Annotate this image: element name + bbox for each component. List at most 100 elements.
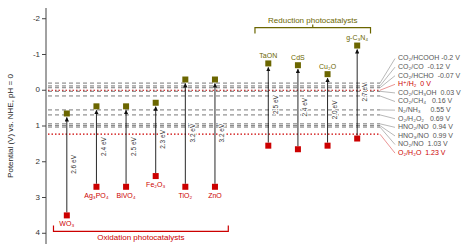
band-arrow (155, 107, 156, 173)
conduction-band (354, 43, 360, 49)
chart: -2 -1 0 1 2 3 4 Potential (V) vs. NHE, pH = 0 CO… (0, 0, 474, 252)
band-arrow (214, 84, 215, 184)
category-label: ZnO (208, 192, 222, 199)
reference-label: H⁺/H₂ 0 V (398, 80, 431, 87)
labels: CO₂/HCOOH -0.2 V CO₂/CO -0.12 V CO₂/HCHO -… (53, 16, 461, 243)
reference-label: NO₂/NO 1.03 V (398, 140, 448, 147)
tick-label: 0 (36, 85, 41, 94)
band-gap-label: 3.2 eV (189, 123, 196, 142)
group-label: Oxidation photocatalysts (97, 233, 184, 242)
y-axis: -2 -1 0 1 2 3 4 (33, 8, 46, 244)
leader-line (380, 96, 395, 102)
category-label: g-C₃N₄ (346, 34, 368, 42)
group-bracket: Reduction photocatalysts (255, 16, 371, 34)
conduction-band (182, 77, 188, 83)
group-bracket: Oxidation photocatalysts (53, 225, 228, 242)
tick-label: -2 (33, 14, 41, 23)
conduction-band (153, 100, 159, 106)
bracket-line (255, 25, 371, 34)
band-arrow (96, 110, 97, 183)
reference-label: CO₂/CO -0.12 V (398, 63, 450, 70)
reference-line (48, 91, 380, 92)
tick-label: 4 (36, 228, 41, 237)
bracket-line (53, 225, 228, 231)
reference-line (48, 95, 380, 96)
tick-label: 2 (36, 157, 41, 166)
reference-line (48, 90, 380, 91)
tick-mark (42, 161, 46, 162)
valence-band (153, 173, 159, 179)
reference-line (48, 134, 380, 135)
conduction-band (64, 110, 70, 116)
reference-label: HNO₃/NO 0.99 V (398, 132, 453, 139)
category-label: TiO₂ (178, 192, 192, 199)
leader-line (380, 84, 395, 90)
leader-line (380, 91, 395, 93)
valence-band (354, 136, 360, 142)
reference-line (48, 85, 380, 86)
valence-band (182, 184, 188, 190)
conduction-band (93, 103, 99, 109)
reference-label: HNO₂/NO 0.94 V (398, 123, 453, 130)
category-label: Cu₂O (319, 63, 337, 70)
reference-label: CO₂/CH₄ 0.16 V (398, 97, 453, 104)
conduction-band (265, 60, 271, 66)
tick-label: 3 (36, 193, 41, 202)
band-gap-label: 2.3 eV (159, 129, 166, 148)
tick-mark (42, 54, 46, 55)
valence-band (212, 184, 218, 190)
reference-label: CO₂/HCHO -0.07 V (398, 72, 461, 79)
valence-band (295, 146, 301, 152)
tick-label: -1 (33, 50, 41, 59)
leader-line (380, 126, 395, 136)
reference-label: CO₂/HCOOH -0.2 V (398, 54, 460, 61)
band-gap-label: 2.0 eV (331, 100, 338, 119)
plot-area (48, 43, 380, 219)
leader-line (380, 109, 395, 110)
leader-line (380, 115, 395, 119)
leader-line (380, 76, 395, 88)
category-label: CdS (291, 54, 305, 61)
category-label: TaON (259, 52, 277, 59)
band-gap-label: 2.5 eV (272, 94, 279, 113)
reference-label: N₂/NH₃ 0.55 V (398, 106, 451, 113)
reference-label: O₂/H₂O 1.23 V (398, 149, 446, 156)
band-arrow (327, 78, 328, 143)
reference-line (48, 127, 380, 128)
band-arrow (268, 67, 269, 142)
tick-label: 1 (36, 121, 41, 130)
reference-label: O₂/H₂O₂ 0.69 V (398, 115, 450, 122)
band-arrow (185, 84, 186, 184)
leader-line (380, 67, 395, 86)
category-label: Fe₂O₃ (146, 181, 165, 188)
band-arrow (126, 110, 127, 183)
conduction-band (123, 103, 129, 109)
tick-mark (42, 233, 46, 234)
tick-mark (42, 126, 46, 127)
reference-line (48, 83, 380, 84)
tick-mark (42, 197, 46, 198)
y-axis-label: Potential (V) vs. NHE, pH = 0 (6, 74, 15, 178)
band-arrow (66, 117, 67, 212)
band-gap-label: 2.5 eV (130, 137, 137, 156)
valence-band (325, 143, 331, 149)
leader-line (380, 127, 395, 144)
conduction-band (212, 77, 218, 83)
band-gap-label: 2.4 eV (301, 97, 308, 116)
reference-label: CO₂/CH₃OH 0.03 V (398, 89, 461, 96)
conduction-band (295, 62, 301, 68)
band-arrow (297, 69, 298, 146)
reference-line (48, 87, 380, 88)
band-gap-label: 2.4 eV (100, 137, 107, 156)
category-label: BiVO₄ (116, 192, 135, 199)
band-gap-label: 2.7 eV (361, 82, 368, 101)
band-gap-label: 2.6 eV (70, 154, 77, 173)
leader-line (380, 134, 395, 153)
conduction-band (325, 71, 331, 77)
leader-line (380, 59, 395, 84)
band-arrow (357, 50, 358, 136)
group-label: Reduction photocatalysts (268, 16, 357, 25)
reference-line (48, 125, 380, 126)
valence-band (123, 184, 129, 190)
category-label: WO₃ (59, 220, 74, 227)
